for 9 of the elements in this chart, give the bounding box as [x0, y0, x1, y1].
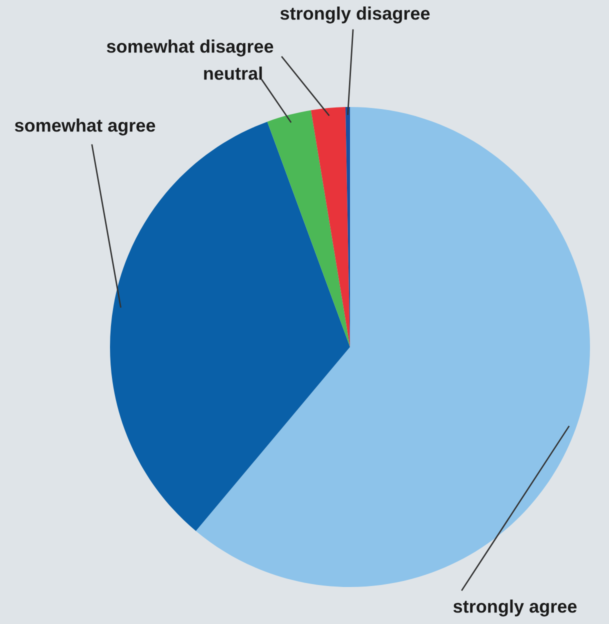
pie-slice	[310, 107, 350, 347]
slice-label: somewhat disagree	[106, 40, 274, 56]
slice-label: neutral	[204, 66, 262, 80]
slice-label: somewhat agree	[14, 118, 156, 136]
pie-slice	[110, 122, 350, 531]
slice-label: strongly disagree	[280, 6, 430, 24]
pie-slice	[196, 107, 590, 587]
pie-slice	[267, 110, 350, 347]
slice-label: strongly agree	[453, 600, 577, 616]
